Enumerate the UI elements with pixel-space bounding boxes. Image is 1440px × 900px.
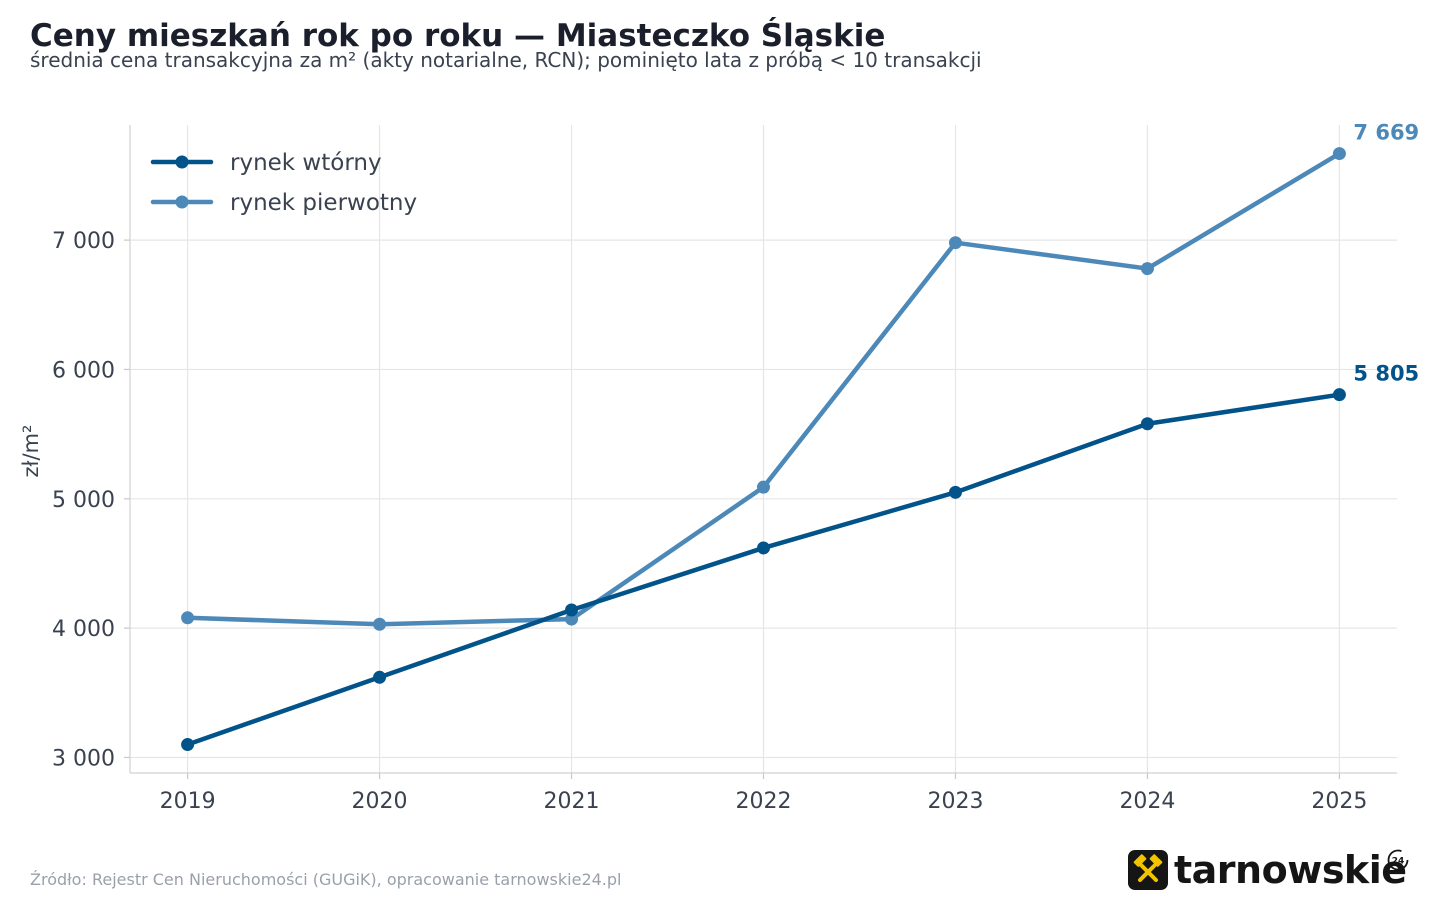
x-tick-label: 2019 <box>160 789 216 814</box>
legend-label: rynek pierwotny <box>230 190 417 216</box>
data-point <box>181 611 195 625</box>
legend-label: rynek wtórny <box>230 150 382 176</box>
data-point <box>1140 262 1154 276</box>
grid-lines <box>130 125 1397 773</box>
end-value-label: 5 805 <box>1353 362 1419 386</box>
source-note: Źródło: Rejestr Cen Nieruchomości (GUGiK… <box>30 870 622 889</box>
legend: rynek wtórny rynek pierwotny <box>150 150 417 216</box>
x-tick-label: 2021 <box>544 789 600 814</box>
y-tick-label: 7 000 <box>52 229 115 254</box>
data-point <box>1140 417 1154 431</box>
data-point <box>948 236 962 250</box>
y-tick-label: 5 000 <box>52 488 115 513</box>
y-tick-label: 3 000 <box>52 746 115 771</box>
data-point <box>948 485 962 499</box>
brand-logo: tarnowskie 24 <box>1128 846 1410 894</box>
badge-24-icon: 24 <box>1386 848 1410 872</box>
data-point <box>373 617 387 631</box>
data-point <box>181 738 195 752</box>
data-point <box>757 480 770 494</box>
logo-badge-text: 24 <box>1392 857 1405 867</box>
crossed-hammers-icon <box>1128 850 1168 890</box>
data-point <box>565 612 579 626</box>
data-point <box>1332 388 1346 402</box>
y-tick-label: 4 000 <box>52 617 115 642</box>
axes: 2019 2020 2021 2022 2023 2024 2025 3 000 4 000 5 … <box>19 125 1397 814</box>
data-point <box>373 670 387 684</box>
x-tick-label: 2022 <box>736 789 792 814</box>
y-axis-title: zł/m² <box>19 425 43 478</box>
end-labels: 5 805 7 669 <box>1353 121 1419 386</box>
legend-swatch-marker <box>175 155 189 169</box>
x-tick-label: 2025 <box>1311 789 1367 814</box>
page-title: Ceny mieszkań rok po roku — Miasteczko Ś… <box>30 18 886 54</box>
series-group <box>181 147 1346 752</box>
data-point <box>1332 147 1346 161</box>
page-subtitle: średnia cena transakcyjna za m² (akty no… <box>30 48 982 72</box>
end-value-label: 7 669 <box>1353 121 1419 145</box>
data-point <box>757 541 770 555</box>
y-tick-label: 6 000 <box>52 358 115 383</box>
x-tick-label: 2024 <box>1119 789 1175 814</box>
legend-swatch-marker <box>175 195 189 209</box>
x-tick-label: 2023 <box>927 789 983 814</box>
x-tick-label: 2020 <box>352 789 408 814</box>
logo-text: tarnowskie <box>1174 848 1407 892</box>
data-point <box>565 603 579 617</box>
